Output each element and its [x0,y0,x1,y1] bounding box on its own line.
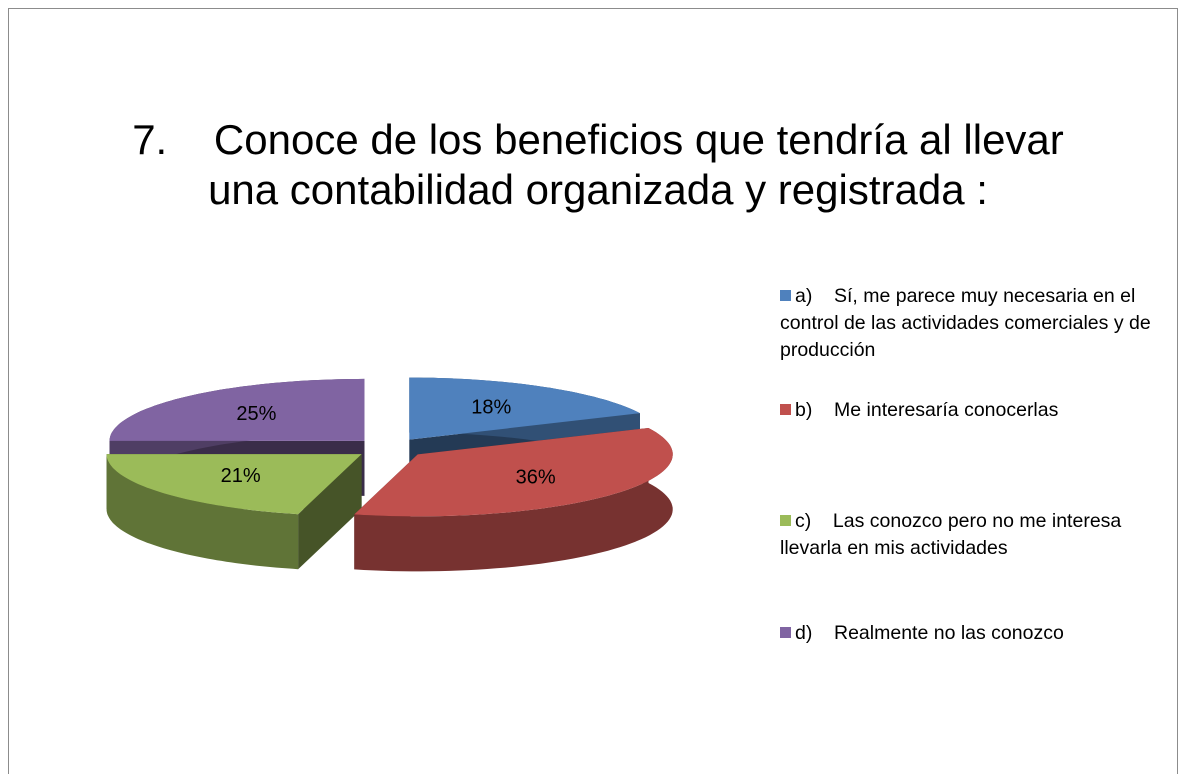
slice-side [106,454,299,570]
legend-entry: a) Sí, me parece muy necesaria en el con… [780,283,1155,364]
slice-top [109,378,365,441]
slice-top [106,454,362,515]
data-label: 18% [471,396,511,418]
legend-swatch [780,515,791,526]
legend-swatch [780,290,791,301]
legend-swatch [780,404,791,415]
legend-label: c) Las conozco pero no me interesa lleva… [780,510,1127,559]
legend-swatch [780,627,791,638]
data-label: 36% [516,466,556,488]
legend-label: d) Realmente no las conozco [795,622,1064,644]
slice-side [354,428,673,572]
slice-top [409,377,640,440]
legend-label: a) Sí, me parece muy necesaria en el con… [780,285,1157,361]
legend-entry: d) Realmente no las conozco [780,620,1155,647]
data-label: 25% [236,403,276,425]
slice-top [354,428,673,517]
chart-title: 7. Conoce de los beneficios que tendría … [132,116,1088,213]
data-label: 21% [221,465,261,487]
legend-label: b) Me interesaría conocerlas [795,399,1059,421]
pie-slice: 36% [354,428,673,572]
chart-frame [8,8,1178,774]
pie-slice: 21% [106,454,362,570]
legend-entry: c) Las conozco pero no me interesa lleva… [780,508,1155,562]
legend-entry: b) Me interesaría conocerlas [780,397,1155,424]
